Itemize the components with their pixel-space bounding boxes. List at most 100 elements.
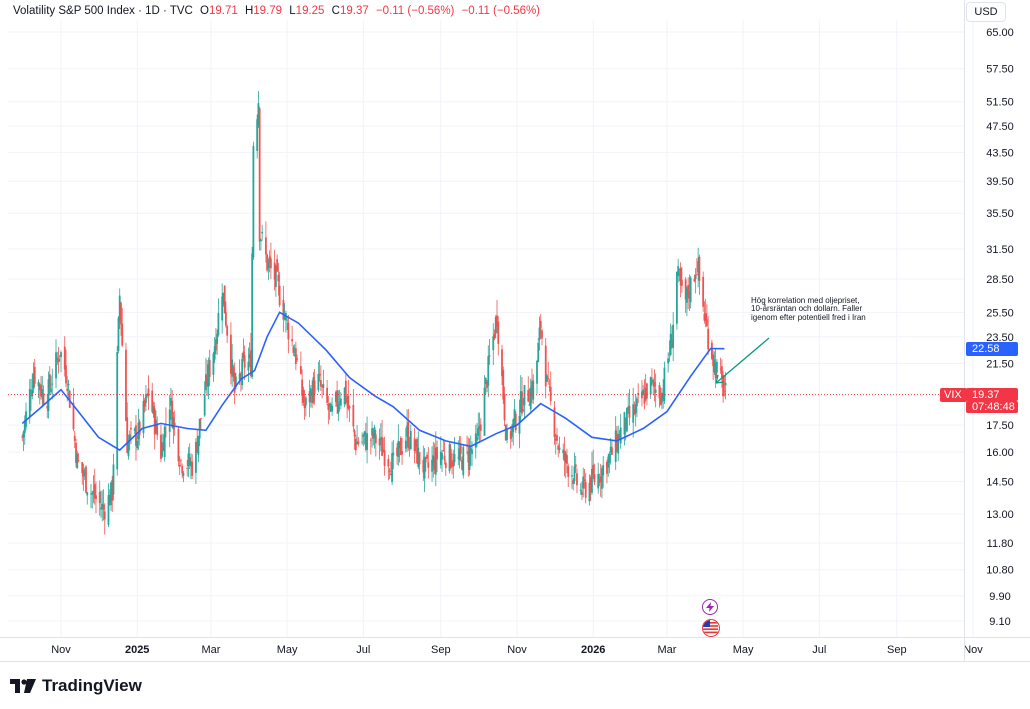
candle-body xyxy=(276,259,279,272)
lightning-icon[interactable] xyxy=(702,599,718,615)
candle-body xyxy=(81,462,84,474)
tradingview-logo[interactable]: TradingView xyxy=(10,676,142,696)
candle-body xyxy=(484,377,487,385)
candle-body xyxy=(291,339,294,342)
candle-body xyxy=(142,401,145,434)
chart-header: Volatility S&P 500 Index · 1D · TVC O19.… xyxy=(13,5,544,17)
candle-body xyxy=(636,398,638,406)
candle-body xyxy=(357,441,360,445)
candle-body xyxy=(544,345,547,387)
candle-body xyxy=(404,440,407,449)
candle xyxy=(180,458,182,467)
candle xyxy=(60,350,62,373)
candle xyxy=(230,322,232,385)
candle-body xyxy=(564,453,567,464)
candle-body xyxy=(83,472,86,475)
candle xyxy=(662,379,665,409)
candle-body xyxy=(720,366,723,378)
candle-body xyxy=(582,476,585,489)
candle-body xyxy=(37,382,40,387)
candle xyxy=(127,434,130,460)
candle xyxy=(607,453,610,477)
candle-body xyxy=(277,274,280,282)
candle-body xyxy=(296,358,299,360)
us-flag-icon[interactable] xyxy=(702,619,720,637)
candle-body xyxy=(513,409,516,425)
candle xyxy=(222,292,225,307)
candle xyxy=(313,369,316,405)
candle xyxy=(51,368,54,400)
currency-button[interactable]: USD xyxy=(966,2,1006,22)
candle-body xyxy=(541,330,543,339)
annotation-note[interactable]: Hög korrelation med oljepriset, 10-årsrä… xyxy=(751,296,866,322)
candle-body xyxy=(363,431,366,436)
candle xyxy=(439,436,442,469)
candle xyxy=(278,271,281,308)
candle xyxy=(82,463,85,491)
candle-body xyxy=(553,407,556,438)
candle xyxy=(713,351,716,376)
candle xyxy=(462,444,465,479)
candle xyxy=(592,449,595,479)
candle-body xyxy=(68,390,71,408)
candle-body xyxy=(309,388,312,396)
candle xyxy=(112,453,115,501)
candle-body xyxy=(383,450,386,466)
candle xyxy=(207,357,210,400)
candle xyxy=(537,338,540,363)
candle-body xyxy=(361,441,363,443)
close-label: C xyxy=(331,5,340,17)
candle xyxy=(152,401,155,418)
candle xyxy=(642,384,645,395)
candle xyxy=(452,449,455,479)
candle xyxy=(461,456,463,471)
candle-body xyxy=(693,278,696,282)
candle xyxy=(318,359,321,382)
candle xyxy=(90,484,92,508)
candle xyxy=(667,352,670,373)
candle-body xyxy=(487,356,490,386)
candle-body xyxy=(476,436,478,441)
candle xyxy=(161,433,164,458)
candle-body xyxy=(546,375,548,382)
candle-body xyxy=(501,349,503,377)
branding-text: TradingView xyxy=(42,676,142,695)
candle-body xyxy=(343,387,346,405)
candle xyxy=(156,416,159,440)
candle-body xyxy=(627,406,630,409)
candle xyxy=(553,401,556,445)
candle xyxy=(293,344,296,357)
candle xyxy=(478,412,481,444)
candle-body xyxy=(626,408,628,432)
candle-body xyxy=(503,394,506,421)
candle xyxy=(63,336,66,377)
candle-body xyxy=(50,388,52,393)
y-tick-label: 13.00 xyxy=(986,509,1014,521)
candle xyxy=(120,301,122,336)
candle xyxy=(582,467,585,498)
candle xyxy=(137,408,140,450)
candle xyxy=(73,430,76,449)
candle-body xyxy=(102,504,105,510)
candle xyxy=(267,258,270,281)
candle xyxy=(46,394,49,419)
candle xyxy=(352,388,355,432)
candle-body xyxy=(46,406,49,409)
candle xyxy=(72,388,75,432)
candle xyxy=(668,340,671,363)
candle xyxy=(215,328,217,355)
candle-body xyxy=(331,405,334,412)
x-tick-label: May xyxy=(733,644,754,656)
candle-body xyxy=(190,461,192,467)
candle xyxy=(302,386,305,406)
candle-body xyxy=(282,300,285,320)
candle-body xyxy=(579,489,582,491)
candle-body xyxy=(409,430,412,449)
candle xyxy=(442,439,445,452)
candle xyxy=(200,417,202,431)
candle xyxy=(379,423,382,452)
y-tick-label: 17.50 xyxy=(986,420,1014,432)
candle xyxy=(287,314,290,354)
candle-body xyxy=(198,418,201,439)
